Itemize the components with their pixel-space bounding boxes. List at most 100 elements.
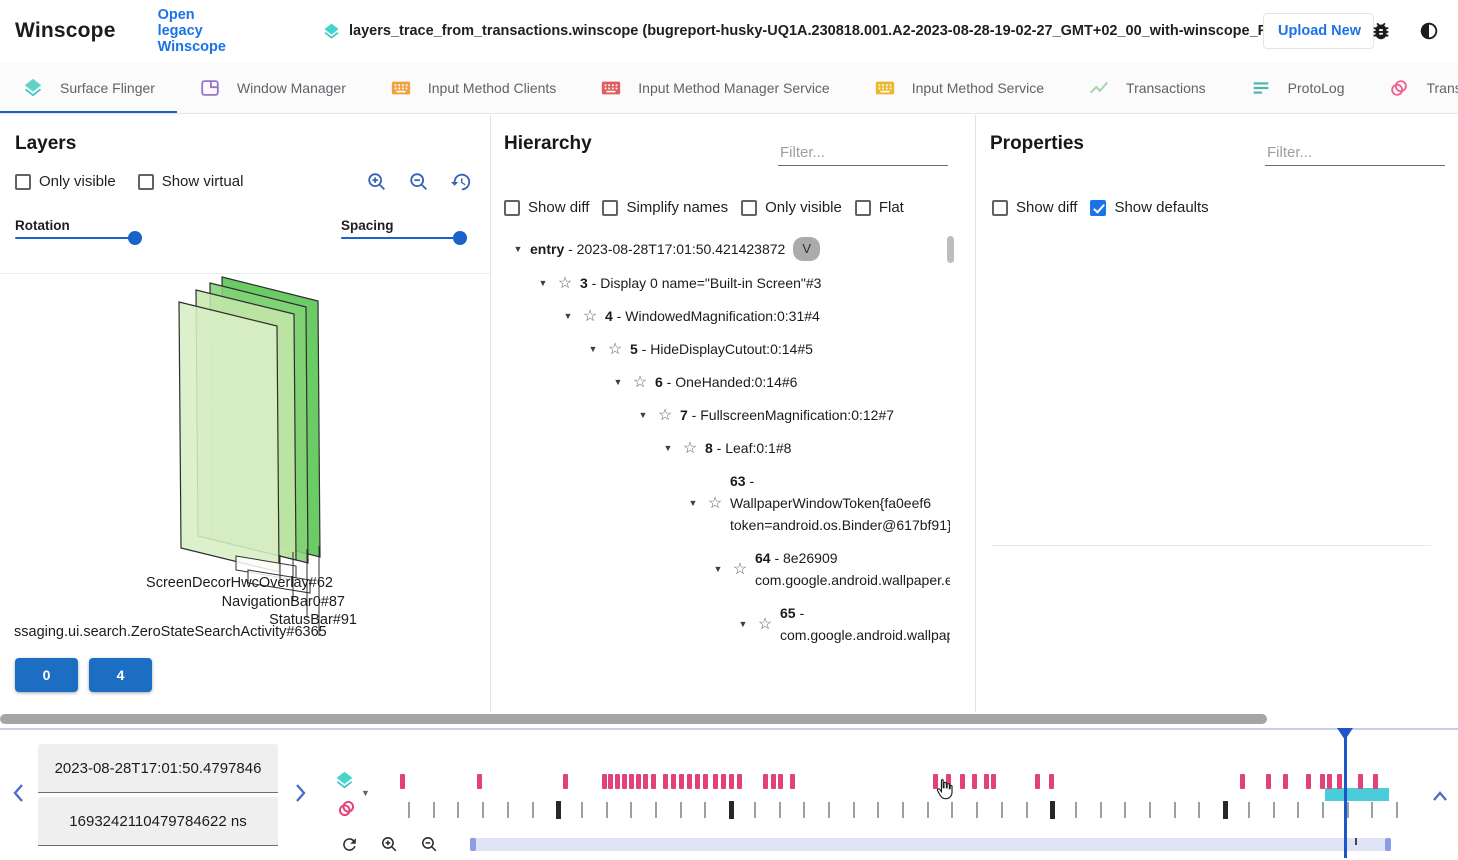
sf-frame-tick[interactable]	[556, 801, 562, 819]
layer-label[interactable]: NavigationBar0#87	[221, 594, 345, 610]
transaction-event-mark[interactable]	[713, 774, 718, 789]
pin-star-icon[interactable]: ☆	[657, 407, 673, 424]
sf-frame-tick[interactable]	[432, 802, 435, 818]
display-button-0[interactable]: 0	[15, 658, 78, 692]
layer-label[interactable]: ssaging.ui.search.ZeroStateSearchActivit…	[14, 624, 327, 640]
sf-frame-tick[interactable]	[1321, 802, 1324, 818]
reset-view-icon[interactable]	[450, 171, 472, 193]
tree-node-4[interactable]: ▼ ☆ 4 - WindowedMagnification:0:31#4	[491, 300, 950, 333]
transaction-event-mark[interactable]	[1266, 774, 1271, 789]
sf-frame-tick[interactable]	[729, 801, 735, 819]
surface-flinger-trace-icon[interactable]	[334, 770, 355, 791]
timeline-zoom-out-icon[interactable]	[420, 835, 439, 854]
transaction-event-mark[interactable]	[1283, 774, 1288, 789]
dark-mode-icon[interactable]	[1418, 20, 1440, 42]
expand-caret-icon[interactable]: ▼	[538, 278, 548, 288]
horizontal-scrollbar-thumb[interactable]	[0, 714, 1267, 724]
sf-frame-tick[interactable]	[976, 802, 979, 818]
pin-star-icon[interactable]: ☆	[682, 440, 698, 457]
spacing-slider-thumb[interactable]	[453, 231, 467, 245]
expand-caret-icon[interactable]: ▼	[738, 619, 748, 629]
transaction-event-mark[interactable]	[687, 774, 692, 789]
sf-frame-tick[interactable]	[1099, 802, 1102, 818]
timeline-zoom-in-icon[interactable]	[380, 835, 399, 854]
transaction-event-mark[interactable]	[643, 774, 648, 789]
sf-frame-tick[interactable]	[852, 802, 855, 818]
tree-node-63[interactable]: ▼ ☆ 63 - WallpaperWindowToken{fa0eef6 toke…	[491, 465, 950, 542]
transaction-event-mark[interactable]	[778, 774, 783, 789]
expand-caret-icon[interactable]: ▼	[613, 377, 623, 387]
sf-frame-tick[interactable]	[902, 802, 904, 818]
only-visible-checkbox[interactable]: Only visible	[741, 199, 842, 216]
upload-new-button[interactable]: Upload New	[1263, 13, 1374, 49]
transaction-event-mark[interactable]	[729, 774, 734, 789]
pin-star-icon[interactable]: ☆	[557, 275, 573, 292]
bug-report-icon[interactable]	[1370, 20, 1392, 42]
tab-surface-flinger[interactable]: Surface Flinger	[0, 62, 177, 113]
transaction-event-mark[interactable]	[608, 774, 613, 789]
timestamp-ns-input[interactable]: 1693242110479784622 ns	[38, 797, 278, 846]
pin-star-icon[interactable]: ☆	[732, 561, 748, 578]
sf-frame-tick[interactable]	[1272, 802, 1275, 818]
show-virtual-checkbox[interactable]: Show virtual	[137, 173, 243, 190]
tree-node-5[interactable]: ▼ ☆ 5 - HideDisplayCutout:0:14#5	[491, 333, 950, 366]
sf-frame-tick[interactable]	[506, 802, 509, 818]
sf-frame-tick[interactable]	[1396, 802, 1398, 818]
layer-label[interactable]: ScreenDecorHwcOverlay#62	[146, 575, 333, 591]
sf-frame-tick[interactable]	[951, 802, 954, 818]
sf-frame-tick[interactable]	[704, 802, 707, 818]
tree-node-label[interactable]: 65 - com.google.android.wallpaper.effect…	[780, 605, 950, 643]
display-button-4[interactable]: 4	[89, 658, 152, 692]
transaction-event-mark[interactable]	[991, 774, 996, 789]
tree-node-7[interactable]: ▼ ☆ 7 - FullscreenMagnification:0:12#7	[491, 399, 950, 432]
transaction-event-mark[interactable]	[1373, 774, 1378, 789]
transaction-event-mark[interactable]	[400, 774, 405, 789]
rotation-slider-thumb[interactable]	[128, 231, 142, 245]
sf-frame-tick[interactable]	[1247, 802, 1250, 818]
transaction-event-mark[interactable]	[1035, 774, 1040, 789]
pin-star-icon[interactable]: ☆	[582, 308, 598, 325]
transaction-event-mark[interactable]	[790, 774, 795, 789]
sf-frame-tick[interactable]	[1074, 802, 1077, 818]
pin-star-icon[interactable]: ☆	[632, 374, 648, 391]
tab-input-method-service[interactable]: Input Method Service	[852, 62, 1066, 113]
transaction-event-mark[interactable]	[671, 774, 676, 789]
range-end-handle[interactable]	[1385, 838, 1391, 851]
transaction-event-mark[interactable]	[960, 774, 965, 789]
transaction-event-mark[interactable]	[1306, 774, 1311, 789]
timeline-selection-range[interactable]	[1325, 788, 1389, 801]
show-defaults-checkbox[interactable]: Show defaults	[1090, 199, 1209, 216]
sf-frame-tick[interactable]	[1173, 802, 1176, 818]
transaction-event-mark[interactable]	[763, 774, 768, 789]
tree-node-label[interactable]: 63 - WallpaperWindowToken{fa0eef6 token=…	[730, 473, 950, 533]
range-start-handle[interactable]	[470, 838, 476, 851]
show-diff-checkbox[interactable]: Show diff	[992, 199, 1077, 216]
transaction-event-mark[interactable]	[651, 774, 656, 789]
transaction-event-mark[interactable]	[563, 774, 568, 789]
sf-frame-tick[interactable]	[457, 802, 460, 818]
transaction-event-mark[interactable]	[615, 774, 620, 789]
expand-caret-icon[interactable]: ▼	[513, 244, 523, 254]
tree-node-label[interactable]: entry - 2023-08-28T17:01:50.421423872 V	[530, 237, 820, 261]
trace-selector-caret-icon[interactable]: ▼	[361, 788, 370, 798]
expand-caret-icon[interactable]: ▼	[563, 311, 573, 321]
timestamp-human-input[interactable]: 2023-08-28T17:01:50.4797846	[38, 744, 278, 793]
show-diff-checkbox[interactable]: Show diff	[504, 199, 589, 216]
transaction-event-mark[interactable]	[622, 774, 627, 789]
checkbox-box[interactable]	[1090, 199, 1107, 216]
properties-filter-input[interactable]	[1265, 140, 1445, 166]
hierarchy-scrollbar[interactable]	[947, 236, 954, 263]
tree-node-label[interactable]: 5 - HideDisplayCutout:0:14#5	[630, 341, 813, 357]
sf-frame-tick[interactable]	[408, 802, 410, 818]
collapse-timeline-button[interactable]	[1431, 786, 1449, 808]
checkbox-box[interactable]	[504, 199, 520, 216]
hierarchy-filter-input[interactable]	[778, 140, 948, 166]
sf-frame-tick[interactable]	[1050, 801, 1056, 819]
transaction-event-mark[interactable]	[933, 774, 938, 789]
spacing-slider[interactable]	[341, 231, 467, 245]
sf-frame-tick[interactable]	[1025, 802, 1028, 818]
sf-frame-tick[interactable]	[655, 802, 657, 818]
tree-node-label[interactable]: 3 - Display 0 name="Built-in Screen"#3	[580, 275, 822, 291]
sf-frame-tick[interactable]	[1223, 801, 1229, 819]
sf-frame-tick[interactable]	[1297, 802, 1300, 818]
